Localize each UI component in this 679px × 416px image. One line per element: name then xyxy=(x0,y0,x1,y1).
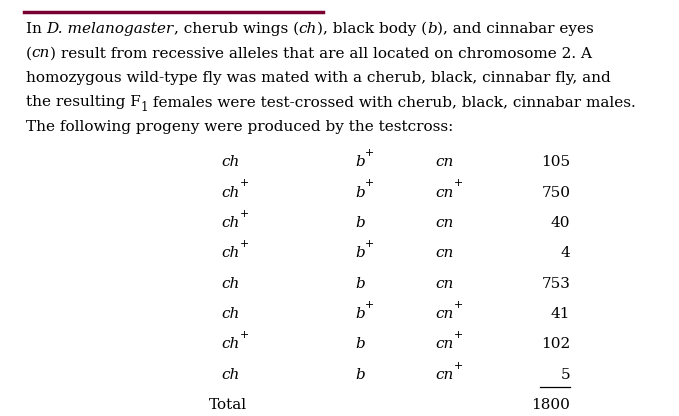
Text: +: + xyxy=(454,330,463,340)
Text: 4: 4 xyxy=(561,246,570,260)
Text: (: ( xyxy=(26,47,32,60)
Text: b: b xyxy=(355,216,365,230)
Text: +: + xyxy=(365,178,374,188)
Text: b: b xyxy=(355,277,365,291)
Text: +: + xyxy=(240,209,249,219)
Text: females were test-crossed with cherub, black, cinnabar males.: females were test-crossed with cherub, b… xyxy=(148,96,636,109)
Text: ), and cinnabar eyes: ), and cinnabar eyes xyxy=(437,22,594,36)
Text: 40: 40 xyxy=(551,216,570,230)
Text: b: b xyxy=(355,186,365,200)
Text: 41: 41 xyxy=(551,307,570,321)
Text: ch: ch xyxy=(221,246,240,260)
Text: b: b xyxy=(355,155,365,169)
Text: ch: ch xyxy=(221,155,240,169)
Text: b: b xyxy=(355,246,365,260)
Text: ch: ch xyxy=(299,22,317,36)
Text: ch: ch xyxy=(221,307,240,321)
Text: 1: 1 xyxy=(141,102,148,114)
Text: +: + xyxy=(454,300,463,310)
Text: The following progeny were produced by the testcross:: The following progeny were produced by t… xyxy=(26,120,453,134)
Text: ch: ch xyxy=(221,186,240,200)
Text: +: + xyxy=(365,239,374,249)
Text: cn: cn xyxy=(435,368,454,382)
Text: 102: 102 xyxy=(541,337,570,352)
Text: 1800: 1800 xyxy=(532,398,570,412)
Text: ch: ch xyxy=(221,368,240,382)
Text: D. melanogaster: D. melanogaster xyxy=(47,22,174,36)
Text: ch: ch xyxy=(221,216,240,230)
Text: ch: ch xyxy=(221,337,240,352)
Text: cn: cn xyxy=(435,186,454,200)
Text: 750: 750 xyxy=(541,186,570,200)
Text: In: In xyxy=(26,22,47,36)
Text: ) result from recessive alleles that are all located on chromosome 2. A: ) result from recessive alleles that are… xyxy=(50,47,592,60)
Text: b: b xyxy=(355,368,365,382)
Text: cn: cn xyxy=(32,47,50,60)
Text: cn: cn xyxy=(435,155,454,169)
Text: cn: cn xyxy=(435,246,454,260)
Text: ch: ch xyxy=(221,277,240,291)
Text: homozygous wild-type fly was mated with a cherub, black, cinnabar fly, and: homozygous wild-type fly was mated with … xyxy=(26,71,610,85)
Text: +: + xyxy=(454,361,463,371)
Text: cn: cn xyxy=(435,277,454,291)
Text: the resulting F: the resulting F xyxy=(26,96,141,109)
Text: 105: 105 xyxy=(541,155,570,169)
Text: 5: 5 xyxy=(561,368,570,382)
Text: b: b xyxy=(355,307,365,321)
Text: cn: cn xyxy=(435,216,454,230)
Text: Total: Total xyxy=(208,398,246,412)
Text: +: + xyxy=(454,178,463,188)
Text: ), black body (: ), black body ( xyxy=(317,22,427,36)
Text: +: + xyxy=(240,178,249,188)
Text: 753: 753 xyxy=(541,277,570,291)
Text: b: b xyxy=(355,337,365,352)
Text: +: + xyxy=(365,300,374,310)
Text: +: + xyxy=(365,148,374,158)
Text: +: + xyxy=(240,330,249,340)
Text: +: + xyxy=(240,239,249,249)
Text: cn: cn xyxy=(435,307,454,321)
Text: b: b xyxy=(427,22,437,36)
Text: cn: cn xyxy=(435,337,454,352)
Text: , cherub wings (: , cherub wings ( xyxy=(174,22,299,36)
